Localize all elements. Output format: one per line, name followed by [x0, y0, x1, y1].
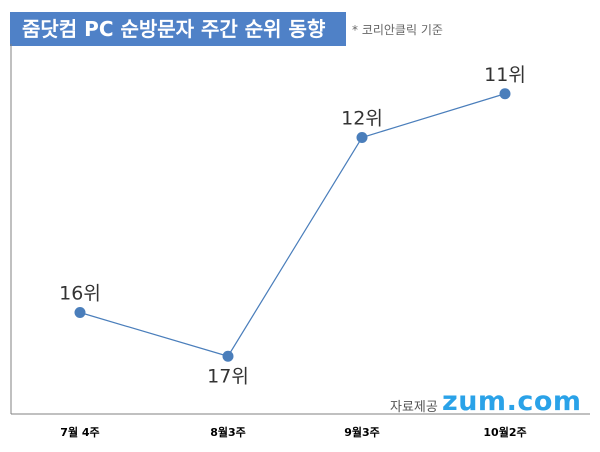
data-point	[356, 132, 368, 143]
x-tick-label: 10월2주	[483, 425, 526, 439]
data-point	[499, 88, 511, 100]
chart-subtitle: * 코리안클릭 기준	[352, 23, 443, 37]
series-line	[79, 93, 506, 357]
source-label: 자료제공	[390, 400, 438, 415]
x-tick-label: 7월 4주	[60, 425, 99, 439]
x-tick-labels: 7월 4주 8월3주 9월3주 10월2주	[60, 425, 526, 439]
chart-title: 줌닷컴 PC 순방문자 주간 순위 동향	[10, 12, 346, 46]
x-tick-label: 8월3주	[210, 425, 246, 439]
data-point	[74, 307, 86, 318]
data-label: 16위	[59, 283, 101, 305]
x-tick-label: 9월3주	[344, 425, 380, 439]
data-label: 12위	[341, 108, 383, 130]
source-brand-logo: zum.com	[442, 386, 582, 417]
series-layer: 16위 17위 12위 11위	[59, 64, 526, 388]
data-point	[222, 350, 234, 362]
data-label: 11위	[484, 64, 526, 86]
data-label: 17위	[207, 365, 249, 387]
